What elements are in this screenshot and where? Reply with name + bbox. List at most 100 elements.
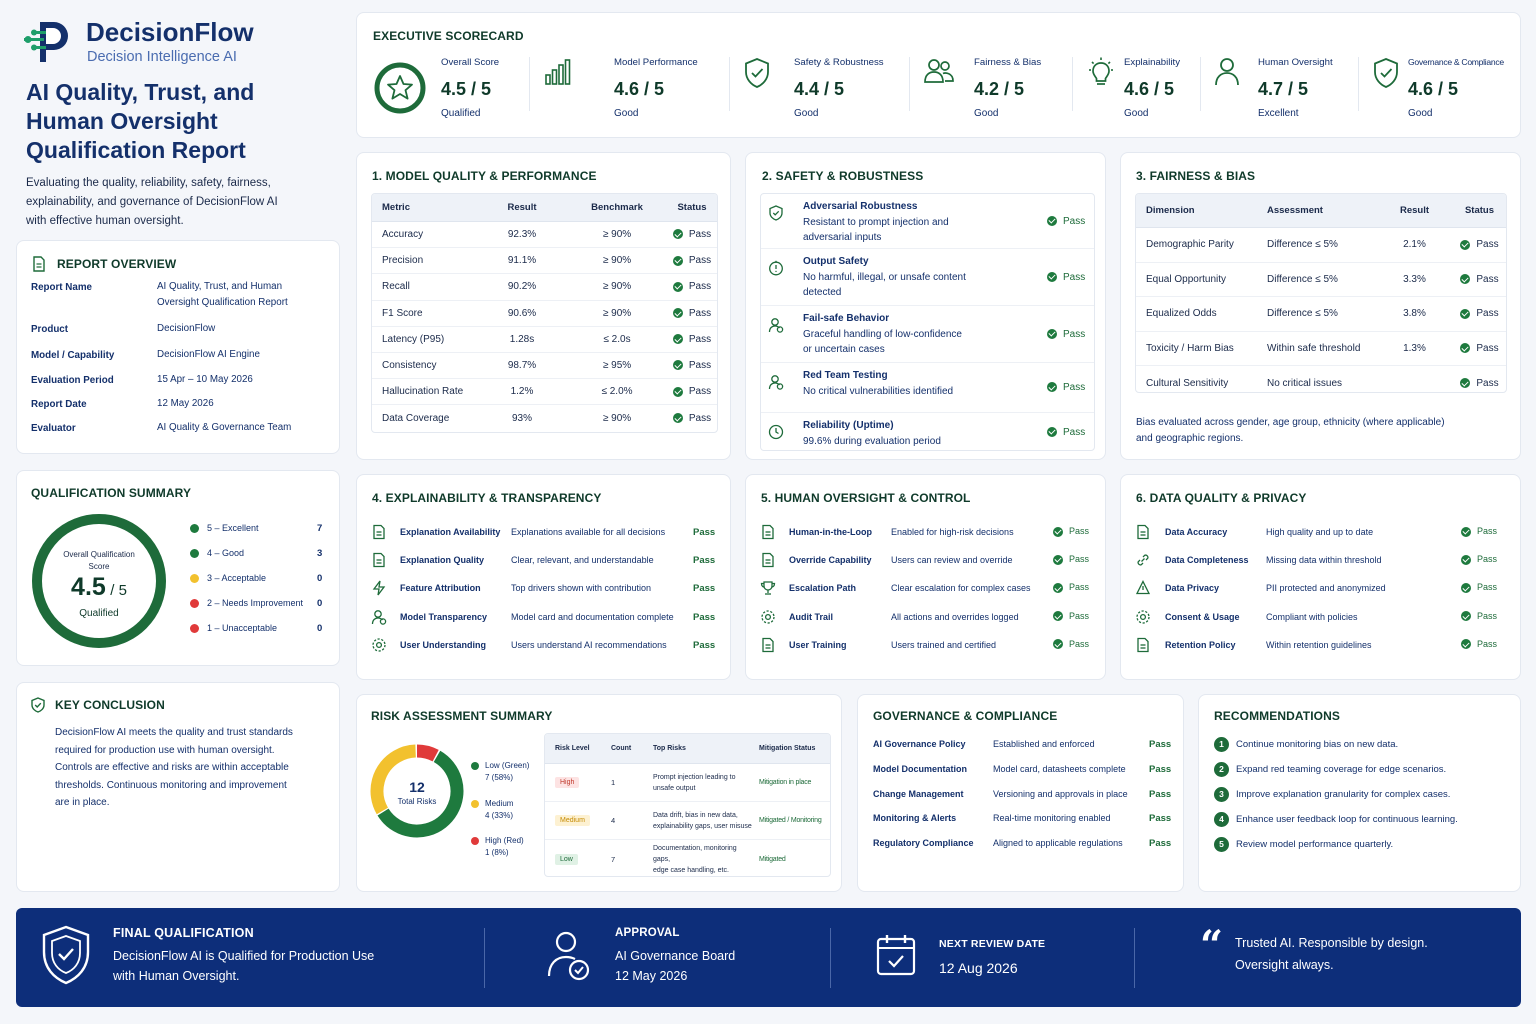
status-pass: Pass <box>1461 526 1497 537</box>
scorecard-rating: Qualified <box>441 108 481 119</box>
document-icon <box>32 256 46 272</box>
scorecard-score: 4.7 / 5 <box>1258 79 1309 99</box>
gear-icon <box>1135 609 1151 625</box>
top-risks: Prompt injection leading to unsafe output <box>653 773 736 792</box>
check-circle-icon <box>1461 639 1471 650</box>
shield-check-icon <box>31 697 45 713</box>
star-badge-icon <box>373 61 427 115</box>
governance-title: GOVERNANCE & COMPLIANCE <box>873 709 1058 723</box>
people-icon <box>923 57 955 85</box>
safety-title: 2. SAFETY & ROBUSTNESS <box>762 169 924 183</box>
row-description: Model card, datasheets complete <box>993 763 1126 774</box>
risk-legend-value: 7 (58%) <box>485 773 514 782</box>
row-label: Retention Policy <box>1165 639 1236 650</box>
check-circle-icon <box>1053 611 1063 622</box>
review-date: 12 Aug 2026 <box>939 960 1018 976</box>
safety-row: Fail-safe Behavior Graceful handling of l… <box>761 306 1094 363</box>
row-label: Data Accuracy <box>1165 527 1228 537</box>
mitigation-status: Mitigation in place <box>759 779 812 786</box>
check-circle-icon <box>1461 526 1471 537</box>
check-circle-icon <box>672 360 683 371</box>
safety-item-title: Red Team Testing <box>803 370 888 381</box>
table-cell: Difference ≤ 5% <box>1267 273 1338 285</box>
alert-icon <box>768 260 784 276</box>
status-cell: Pass <box>662 327 717 352</box>
status-pass: Pass <box>672 308 711 319</box>
check-circle-icon <box>1047 382 1057 393</box>
scorecard-rating: Good <box>794 108 819 119</box>
table-cell: Accuracy <box>382 229 424 241</box>
table-cell: 92.3% <box>507 229 537 241</box>
conclusion-title: KEY CONCLUSION <box>55 698 165 712</box>
table-row: Equalized Odds Difference ≤ 5% 3.8% Pass <box>1136 297 1506 332</box>
recommendation-number: 4 <box>1214 812 1229 827</box>
status-pass: Pass <box>1053 554 1089 565</box>
row-label: Regulatory Compliance <box>873 838 974 849</box>
table-cell: Data Coverage <box>382 412 450 424</box>
gear-icon <box>371 637 387 653</box>
risk-count: 1 <box>611 778 616 787</box>
status-pass: Pass <box>672 281 711 292</box>
person-icon <box>1214 57 1240 87</box>
check-circle-icon <box>1047 328 1057 339</box>
table-row: Data Coverage 93% ≥ 90% Pass <box>372 405 717 431</box>
row-label: Override Capability <box>789 555 872 566</box>
status-cell: Pass <box>662 222 717 247</box>
check-circle-icon <box>1053 554 1063 565</box>
table-cell: Recall <box>382 281 410 293</box>
table-row: Medium 4 Data drift, bias in new data, expl… <box>545 802 830 840</box>
table-cell: Latency (P95) <box>382 333 445 345</box>
legend-dot <box>190 574 199 583</box>
table-cell: Toxicity / Harm Bias <box>1146 342 1234 354</box>
legend-label: 1 – Unacceptable <box>207 623 278 633</box>
status-pass: Pass <box>1461 611 1497 622</box>
scorecard-label: Overall Score <box>441 57 500 68</box>
doc-icon <box>1135 524 1151 540</box>
safety-item-desc: 99.6% during evaluation period <box>803 436 941 447</box>
row-description: Established and enforced <box>993 739 1095 749</box>
report-intro: Evaluating the quality, reliability, saf… <box>26 177 278 227</box>
row-description: Versioning and approvals in place <box>993 788 1128 799</box>
legend-count: 7 <box>317 523 323 534</box>
table-cell: 1.3% <box>1403 342 1426 354</box>
table-cell: 90.2% <box>507 281 537 293</box>
donut-segment <box>370 744 464 838</box>
bolt-icon <box>371 580 387 596</box>
risk-table: Risk Level Count Top Risks Mitigation Statu… <box>544 733 831 877</box>
risk-level-badge: Medium <box>555 815 590 826</box>
divider <box>484 928 485 988</box>
safety-item-title: Fail-safe Behavior <box>803 313 890 324</box>
legend-dot <box>471 762 479 770</box>
status-pass: Pass <box>1460 274 1499 285</box>
row-label: Audit Trail <box>789 611 834 622</box>
safety-card: 2. SAFETY & ROBUSTNESS Adversarial Robus… <box>745 152 1106 460</box>
oversight-title: 5. HUMAN OVERSIGHT & CONTROL <box>761 491 971 505</box>
shield-check-icon <box>743 57 771 89</box>
doc-icon <box>760 524 776 540</box>
overview-key: Report Date <box>31 399 87 410</box>
scorecard-score: 4.6 / 5 <box>1124 79 1175 99</box>
column-header: Risk Level <box>555 745 590 752</box>
lightbulb-icon <box>1086 57 1116 89</box>
scorecard-score: 4.6 / 5 <box>614 79 665 99</box>
divider <box>1134 928 1135 988</box>
report-title: AI Quality, Trust, and Human Oversight Qua… <box>26 79 255 163</box>
shield-icon <box>768 205 784 221</box>
person-icon <box>371 609 387 625</box>
legend-dot <box>471 800 479 808</box>
check-circle-icon <box>672 413 683 424</box>
status-pass: Pass <box>1047 382 1085 393</box>
check-circle-icon <box>1461 611 1471 622</box>
overview-value: AI Quality & Governance Team <box>157 422 292 433</box>
explainability-title: 4. EXPLAINABILITY & TRANSPARENCY <box>372 491 602 505</box>
row-label: Consent & Usage <box>1165 611 1240 622</box>
overview-key: Report Name <box>31 282 92 293</box>
safety-item-desc: Resistant to prompt injection and adversa… <box>803 217 949 243</box>
scorecard-rating: Good <box>974 108 999 119</box>
recommendation-number: 2 <box>1214 762 1229 777</box>
table-row: Low 7 Documentation, monitoring gaps, edge … <box>545 840 830 876</box>
table-cell: Demographic Parity <box>1146 239 1234 251</box>
calendar-check-icon <box>876 933 916 977</box>
row-description: Compliant with policies <box>1266 611 1358 622</box>
doc-icon <box>1135 637 1151 653</box>
